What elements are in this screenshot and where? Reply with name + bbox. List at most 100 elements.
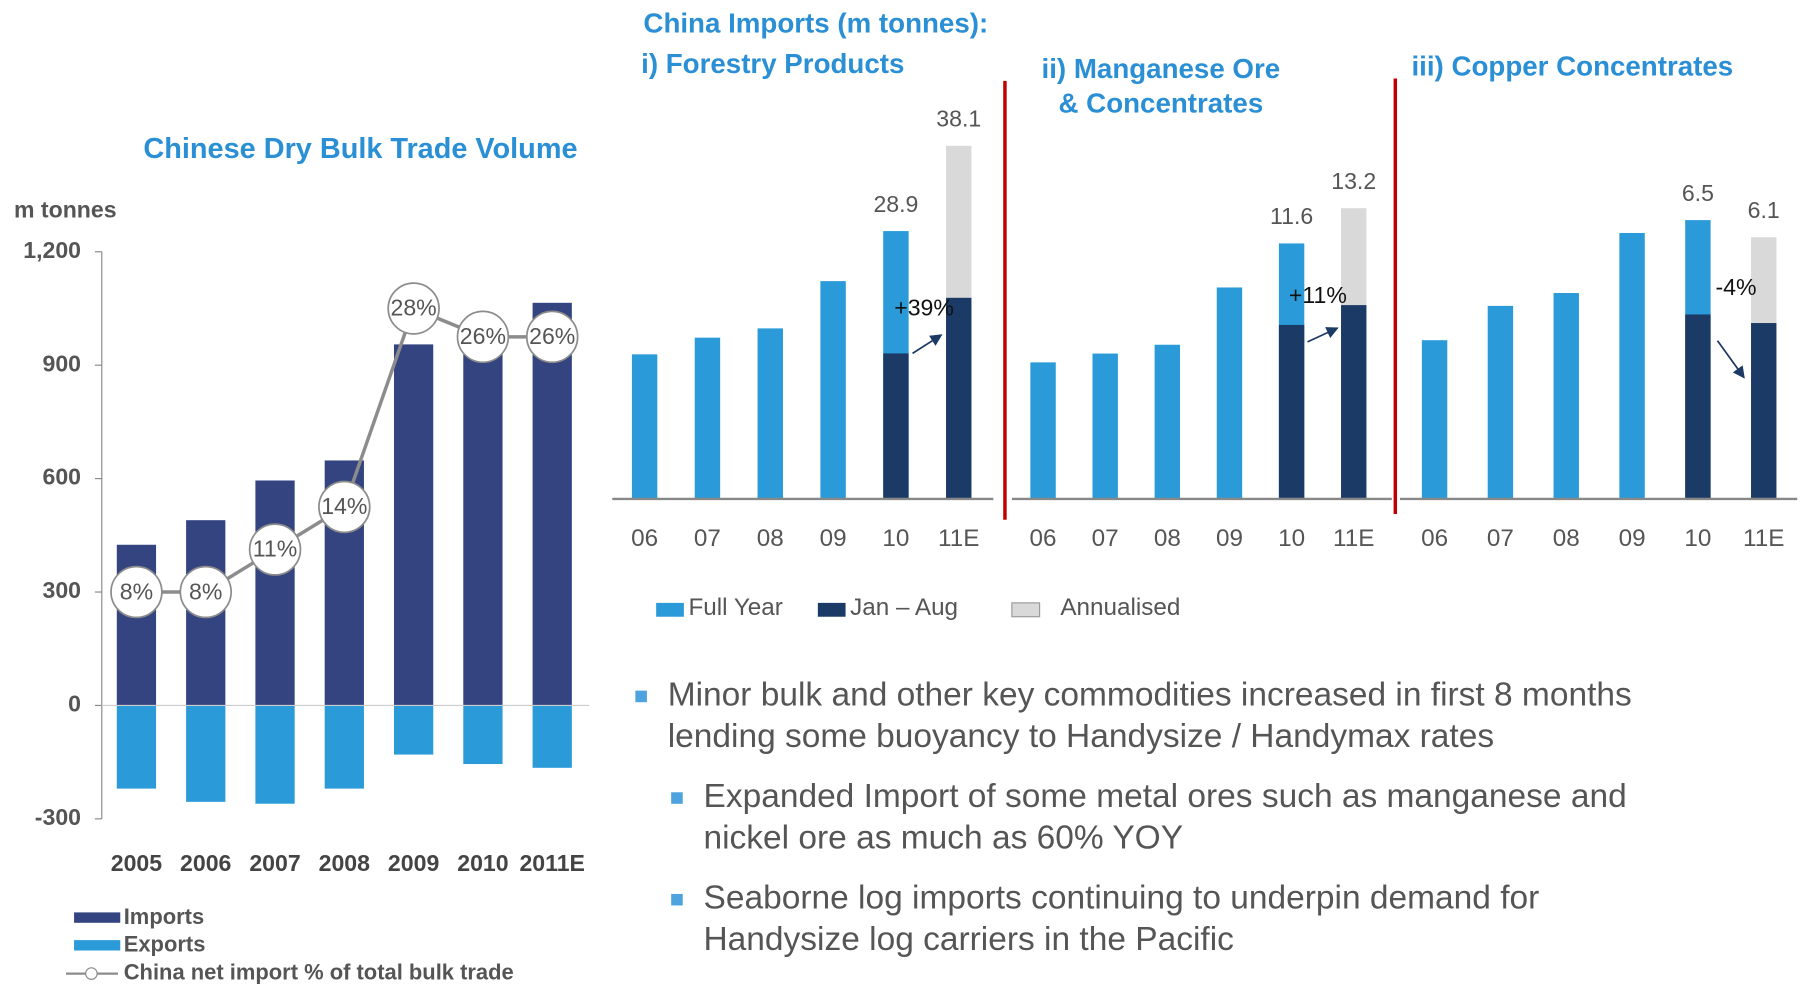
- bar: [1278, 324, 1305, 499]
- x-tick-label: 10: [882, 525, 909, 552]
- line-marker: [318, 480, 371, 534]
- x-tick-label: 09: [1216, 525, 1243, 552]
- legend-swatch: [817, 602, 846, 617]
- bar: [393, 705, 434, 755]
- bar: [1216, 287, 1243, 499]
- y-tick-label: 0: [68, 691, 81, 717]
- x-tick-label: 2007: [249, 850, 300, 876]
- x-tick-label: 2009: [388, 850, 439, 876]
- bar: [532, 302, 572, 706]
- bar: [1421, 340, 1448, 499]
- legend-label: Annualised: [1060, 594, 1180, 621]
- x-tick-label: 06: [1421, 525, 1448, 552]
- x-tick-label: 08: [1154, 525, 1181, 552]
- bar: [757, 328, 783, 499]
- value-label: 28%: [391, 295, 437, 321]
- chart-title: i) Forestry Products: [641, 48, 904, 79]
- x-tick-label: 2005: [111, 850, 163, 876]
- bullet-text: Handysize log carriers in the Pacific: [704, 921, 1234, 958]
- bar: [1685, 314, 1711, 499]
- bullet-marker: [671, 893, 683, 906]
- bar: [1154, 344, 1181, 499]
- x-tick-label: 09: [820, 525, 847, 552]
- bar: [1030, 362, 1056, 499]
- y-tick-label: 1,200: [23, 237, 81, 263]
- x-tick-label: 07: [1092, 525, 1119, 552]
- bullet-text: Seaborne log imports continuing to under…: [704, 880, 1540, 917]
- value-label: 28.9: [873, 191, 918, 217]
- bar: [1092, 353, 1118, 499]
- x-tick-label: 06: [1030, 525, 1057, 552]
- chart-title: Chinese Dry Bulk Trade Volume: [143, 133, 577, 165]
- bar: [255, 480, 295, 706]
- value-label: 13.2: [1331, 168, 1376, 194]
- heading: China Imports (m tonnes):: [643, 8, 988, 39]
- value-label: 38.1: [936, 105, 981, 131]
- value-label: 8%: [189, 578, 222, 604]
- x-tick-label: 09: [1619, 525, 1646, 552]
- x-tick-label: 2011E: [519, 850, 584, 876]
- x-tick-label: 11E: [938, 525, 979, 552]
- line-marker: [179, 565, 233, 619]
- x-tick-label: 2008: [319, 850, 371, 876]
- legend-swatch: [1011, 602, 1041, 618]
- x-tick-label: 08: [1553, 525, 1580, 552]
- bar: [694, 337, 721, 499]
- line-marker: [387, 282, 440, 335]
- legend-swatch: [74, 940, 121, 951]
- value-label: 14%: [321, 493, 367, 519]
- line-marker: [525, 310, 579, 364]
- bullet-text: Minor bulk and other key commodities inc…: [668, 676, 1632, 713]
- x-tick-label: 2006: [180, 850, 231, 876]
- bullet-text: nickel ore as much as 60% YOY: [704, 819, 1184, 856]
- bullet-marker: [671, 792, 683, 804]
- bar: [1487, 305, 1514, 499]
- legend-label: Imports: [124, 904, 204, 929]
- y-tick-label: -300: [35, 804, 81, 830]
- value-label: 11.6: [1270, 203, 1313, 229]
- bar: [186, 705, 226, 802]
- legend-label: Full Year: [688, 594, 782, 621]
- line-marker: [110, 565, 163, 619]
- value-label: 26%: [460, 323, 506, 349]
- x-tick-label: 11E: [1743, 525, 1784, 552]
- bar: [820, 281, 846, 499]
- y-tick-label: 900: [42, 350, 81, 376]
- x-tick-label: 08: [757, 525, 784, 552]
- value-label: 6.1: [1748, 197, 1780, 223]
- legend-swatch: [656, 602, 684, 617]
- bar: [1341, 305, 1367, 499]
- value-label: 8%: [120, 578, 153, 604]
- y-axis-label: m tonnes: [14, 196, 117, 222]
- value-label: 11%: [253, 536, 297, 562]
- legend-label: Jan – Aug: [850, 594, 958, 621]
- line-marker: [248, 523, 302, 576]
- chart-title: iii) Copper Concentrates: [1411, 50, 1733, 81]
- bar: [1751, 323, 1777, 499]
- bullet-text: lending some buoyancy to Handysize / Han…: [668, 718, 1494, 755]
- x-tick-label: 06: [631, 525, 658, 552]
- bar: [463, 346, 503, 706]
- x-tick-label: 10: [1684, 525, 1711, 552]
- legend-label: China net import % of total bulk trade: [124, 959, 514, 984]
- annotation: +11%: [1289, 282, 1347, 308]
- bar: [463, 705, 503, 765]
- annotation: -4%: [1715, 274, 1756, 300]
- arrow: [1307, 327, 1339, 343]
- legend-swatch: [74, 912, 121, 923]
- bar: [532, 705, 572, 768]
- chart-title: ii) Manganese Ore: [1042, 53, 1281, 84]
- bar: [393, 344, 434, 706]
- bar: [324, 705, 364, 789]
- bullet-text: Expanded Import of some metal ores such …: [704, 778, 1627, 815]
- arrow: [912, 334, 943, 355]
- y-tick-label: 600: [42, 464, 81, 490]
- bar: [883, 353, 909, 499]
- arrow: [1716, 340, 1745, 379]
- x-tick-label: 07: [1487, 525, 1514, 552]
- x-tick-label: 07: [694, 525, 721, 552]
- annotation: +39%: [894, 295, 954, 321]
- bullet-marker: [635, 690, 647, 703]
- bar: [631, 354, 658, 499]
